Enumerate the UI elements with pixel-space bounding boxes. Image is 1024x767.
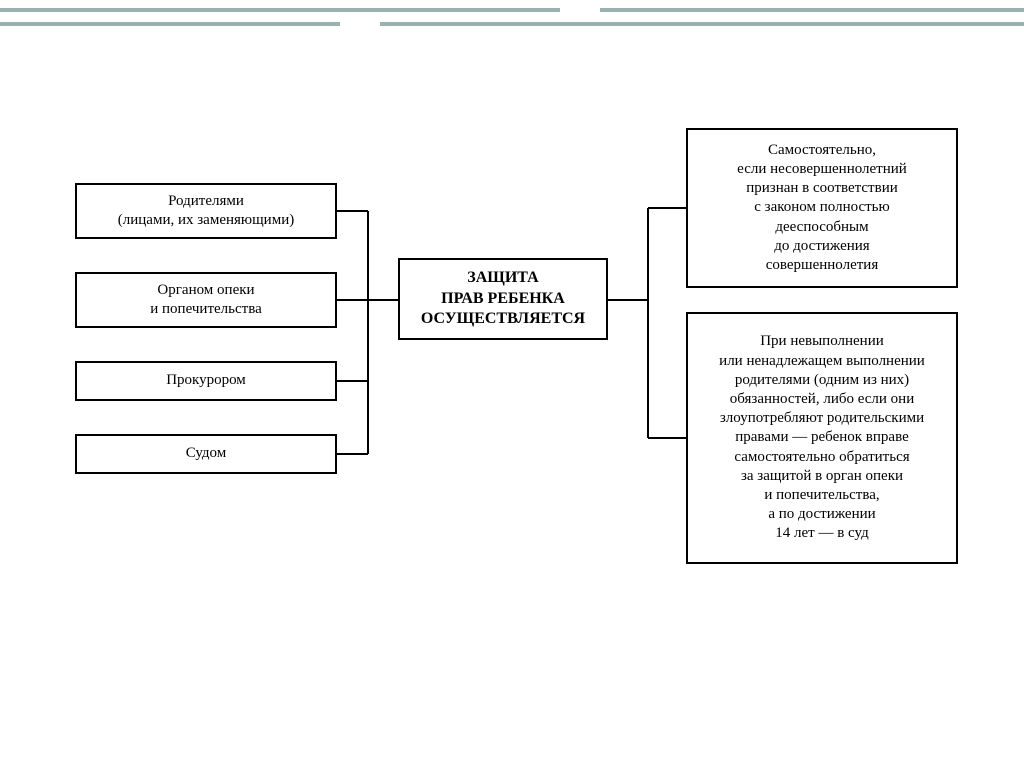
- node-parents: Родителями(лицами, их заменяющими): [75, 183, 337, 239]
- top-stripe: [380, 22, 1024, 26]
- top-stripe: [0, 22, 340, 26]
- node-self_apply: При невыполненииили ненадлежащем выполне…: [686, 312, 958, 564]
- center-node: ЗАЩИТАПРАВ РЕБЕНКАОСУЩЕСТВЛЯЕТСЯ: [398, 258, 608, 340]
- node-court: Судом: [75, 434, 337, 474]
- top-stripe: [600, 8, 1024, 12]
- node-guardian: Органом опекии попечительства: [75, 272, 337, 328]
- node-self_capable: Самостоятельно,если несовершеннолетнийпр…: [686, 128, 958, 288]
- top-stripe: [0, 8, 560, 12]
- node-prosecutor: Прокурором: [75, 361, 337, 401]
- diagram-canvas: ЗАЩИТАПРАВ РЕБЕНКАОСУЩЕСТВЛЯЕТСЯ Родител…: [0, 0, 1024, 767]
